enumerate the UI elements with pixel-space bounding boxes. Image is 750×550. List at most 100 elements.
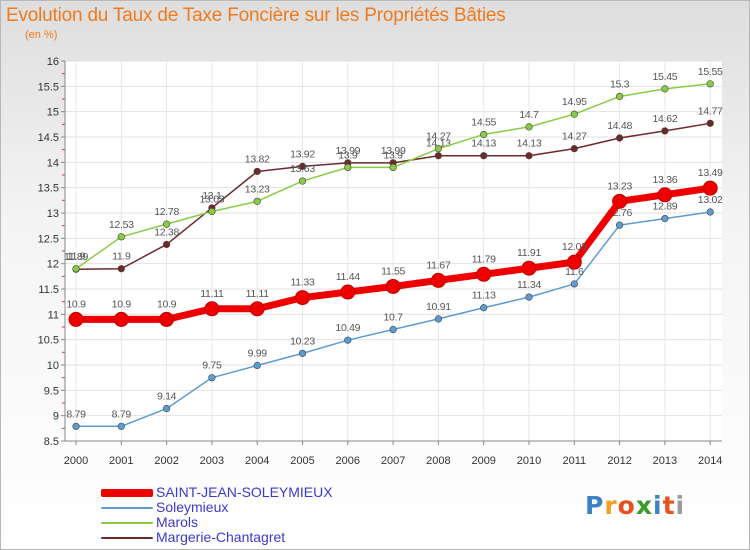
data-label-marols: 12.53: [109, 219, 134, 231]
data-label-saint-jean-soleymieux: 12.03: [562, 241, 587, 253]
legend-swatch: [101, 522, 153, 524]
data-label-soleymieux: 9.99: [248, 348, 268, 360]
data-label-margerie-chantagret: 11.89: [64, 251, 88, 263]
chart-title: Evolution du Taux de Taxe Foncière sur l…: [6, 5, 506, 26]
data-label-marols: 11.9: [67, 251, 86, 263]
logo-letter: o: [617, 491, 636, 520]
data-point-soleymieux: [570, 280, 578, 288]
y-tick-label: 9: [53, 411, 59, 423]
data-label-marols: 13.63: [290, 163, 315, 175]
data-label-saint-jean-soleymieux: 11.11: [246, 288, 270, 300]
data-label-saint-jean-soleymieux: 10.9: [112, 298, 132, 310]
data-label-margerie-chantagret: 14.13: [517, 138, 542, 150]
data-point-margerie-chantagret: [163, 240, 171, 249]
data-point-marols: [208, 207, 216, 216]
data-point-saint-jean-soleymieux: [249, 301, 265, 317]
data-point-saint-jean-soleymieux: [566, 254, 582, 270]
logo-letter: r: [604, 491, 618, 520]
data-label-marols: 13.9: [383, 149, 403, 161]
y-tick-label: 10: [47, 360, 59, 372]
data-label-saint-jean-soleymieux: 13.23: [607, 180, 632, 192]
data-point-saint-jean-soleymieux: [68, 311, 84, 327]
data-point-marols: [253, 197, 261, 205]
y-tick-label: 16: [47, 56, 59, 68]
data-point-soleymieux: [72, 422, 80, 430]
x-tick-label: 2008: [426, 455, 450, 467]
data-label-soleymieux: 9.14: [157, 391, 177, 403]
data-label-margerie-chantagret: 13.92: [290, 148, 315, 160]
x-tick-label: 2004: [245, 455, 269, 467]
x-tick-label: 2012: [607, 455, 631, 467]
x-tick-label: 2006: [336, 455, 360, 467]
legend-label: SAINT-JEAN-SOLEYMIEUX: [156, 484, 333, 500]
x-tick-label: 2003: [200, 455, 224, 467]
y-tick-label: 10.5: [38, 335, 59, 347]
data-point-saint-jean-soleymieux: [385, 278, 401, 294]
legend-label: Marols: [156, 514, 199, 530]
legend-swatch: [101, 507, 153, 509]
y-tick-label: 15.5: [38, 81, 59, 93]
data-label-margerie-chantagret: 14.13: [471, 138, 496, 150]
y-tick-label: 14.5: [38, 132, 59, 144]
data-point-saint-jean-soleymieux: [159, 311, 175, 327]
data-point-saint-jean-soleymieux: [430, 272, 446, 288]
data-point-saint-jean-soleymieux: [476, 266, 492, 282]
data-point-saint-jean-soleymieux: [612, 193, 628, 209]
logo-letter: i: [653, 491, 663, 520]
legend-swatch: [101, 537, 153, 539]
y-tick-label: 13: [47, 208, 59, 220]
data-label-saint-jean-soleymieux: 11.67: [426, 259, 450, 271]
legend-swatch: [101, 489, 153, 497]
data-label-marols: 14.7: [519, 109, 539, 121]
data-label-marols: 15.45: [653, 71, 678, 83]
data-point-marols: [389, 163, 397, 171]
x-tick-label: 2014: [698, 455, 722, 467]
chart-unit: (en %): [25, 29, 58, 41]
y-tick-label: 14: [47, 157, 59, 169]
data-point-soleymieux: [344, 336, 352, 344]
data-label-margerie-chantagret: 13.82: [245, 153, 270, 165]
data-label-marols: 13.23: [245, 183, 270, 195]
data-point-soleymieux: [706, 208, 714, 216]
data-point-soleymieux: [480, 304, 488, 312]
data-label-saint-jean-soleymieux: 13.49: [698, 167, 723, 179]
data-label-soleymieux: 10.91: [426, 301, 451, 313]
data-point-marols: [661, 85, 669, 93]
data-point-saint-jean-soleymieux: [204, 301, 220, 317]
data-point-margerie-chantagret: [298, 162, 307, 170]
data-point-saint-jean-soleymieux: [340, 284, 356, 300]
data-label-margerie-chantagret: 13.99: [335, 145, 360, 157]
data-label-soleymieux: 11.6: [565, 266, 584, 278]
logo-letter: P: [585, 491, 605, 520]
x-tick-label: 2010: [517, 455, 541, 467]
legend-label: Margerie-Chantagret: [156, 529, 286, 545]
data-label-soleymieux: 9.75: [202, 360, 222, 372]
x-tick-label: 2009: [471, 455, 495, 467]
x-tick-label: 2005: [290, 455, 314, 467]
data-label-saint-jean-soleymieux: 11.79: [472, 253, 496, 265]
data-point-marols: [570, 110, 578, 118]
y-tick-label: 12.5: [38, 233, 59, 245]
data-label-saint-jean-soleymieux: 11.55: [381, 265, 405, 277]
data-label-margerie-chantagret: 14.48: [607, 120, 632, 132]
data-point-margerie-chantagret: [525, 152, 533, 160]
logo-letter: t: [662, 491, 676, 520]
data-point-marols: [615, 92, 624, 101]
data-point-soleymieux: [208, 374, 216, 382]
data-point-marols: [298, 177, 307, 185]
data-point-saint-jean-soleymieux: [521, 260, 537, 276]
data-point-margerie-chantagret: [706, 119, 714, 127]
data-label-margerie-chantagret: 14.77: [698, 105, 723, 117]
x-tick-label: 2002: [154, 455, 178, 467]
data-label-saint-jean-soleymieux: 11.33: [291, 277, 315, 289]
data-label-margerie-chantagret: 11.9: [112, 251, 131, 263]
data-point-soleymieux: [298, 349, 307, 357]
data-label-soleymieux: 11.13: [472, 290, 496, 302]
legend-label: Soleymieux: [156, 499, 229, 515]
data-point-soleymieux: [661, 214, 669, 223]
data-point-soleymieux: [163, 404, 171, 413]
data-label-marols: 14.27: [426, 131, 451, 143]
data-point-saint-jean-soleymieux: [295, 290, 310, 306]
data-point-margerie-chantagret: [480, 152, 488, 160]
